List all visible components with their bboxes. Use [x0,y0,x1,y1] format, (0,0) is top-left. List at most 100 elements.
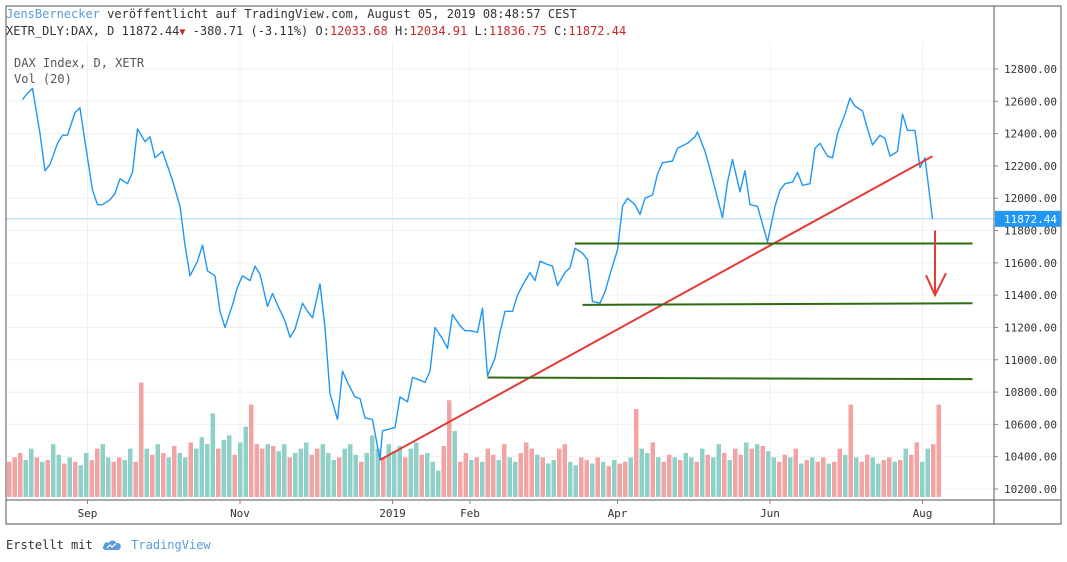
volume-bar [749,448,754,497]
volume-bar [612,460,617,497]
volume-bar [661,461,666,497]
close-value: 11872.44 [568,24,627,38]
volume-bar [551,460,556,497]
volume-bar [436,470,441,497]
volume-bar [106,457,111,497]
volume-bar [84,453,89,497]
volume-bar [832,461,837,497]
volume-bar [760,445,765,497]
y-tick-label: 11400.00 [1004,289,1057,302]
y-tick-label: 12400.00 [1004,128,1057,141]
trend-line [379,155,933,461]
volume-bar [430,461,435,497]
volume-bar [95,448,100,497]
publish-header: JensBernecker veröffentlicht auf Trading… [6,6,577,23]
volume-bar [892,461,897,497]
volume-bar [903,448,908,497]
volume-bar [56,454,61,497]
y-tick-label: 10800.00 [1004,386,1057,399]
volume-bar [557,448,562,497]
volume-bar [579,457,584,497]
last-price-tag [995,210,1061,227]
volume-bar [480,461,485,497]
volume-bar [419,454,424,497]
volume-bar [254,444,259,497]
volume-bar [870,457,875,497]
x-axis: Sep Nov 2019 Feb Apr Jun Aug [78,500,932,520]
volume-bar [804,460,809,497]
volume-bar [238,442,243,497]
volume-bar [172,445,177,497]
volume-bar [474,457,479,497]
volume-bar [601,461,606,497]
y-tick-label: 12600.00 [1004,95,1057,108]
volume-bars [7,382,941,497]
volume-bar [12,457,17,497]
volume-bar [865,454,870,497]
volume-bar [738,454,743,497]
y-tick-label: 11200.00 [1004,321,1057,334]
publish-info: veröffentlicht auf TradingView.com, Augu… [107,7,577,21]
volume-bar [265,444,270,497]
support-line [487,376,973,381]
volume-bar [496,460,501,497]
volume-bar [859,461,864,497]
volume-bar [447,400,452,497]
tradingview-brand-link[interactable]: TradingView [131,538,211,552]
volume-bar [364,453,369,497]
volume-bar [529,448,534,497]
volume-bar [705,454,710,497]
volume-bar [716,444,721,497]
footer-prefix: Erstellt mit [6,538,93,552]
y-tick-label: 11600.00 [1004,257,1057,270]
volume-bar [584,460,589,497]
volume-bar [463,453,468,497]
author-link[interactable]: JensBernecker [6,7,100,21]
volume-bar [221,439,226,497]
x-tick-label: Nov [230,507,250,520]
low-value: 11836.75 [488,24,547,38]
volume-bar [51,444,56,497]
volume-bar [711,457,716,497]
close-label: C: [553,24,569,38]
volume-bar [183,457,188,497]
volume-bar [876,463,881,497]
volume-bar [73,461,78,497]
support-line [582,302,973,306]
volume-bar [227,435,232,497]
volume-bar [111,461,116,497]
volume-bar [210,413,215,497]
volume-bar [722,453,727,497]
volume-bar [34,457,39,497]
volume-bar [936,404,941,497]
volume-bar [491,454,496,497]
volume-bar [524,442,529,497]
y-tick-label: 10600.00 [1004,418,1057,431]
volume-bar [205,444,210,497]
volume-bar [617,463,622,497]
volume-bar [243,426,248,497]
volume-bar [7,461,12,497]
volume-bar [78,465,83,497]
volume-bar [535,454,540,497]
volume-bar [573,465,578,497]
volume-bar [441,445,446,497]
volume-bar [67,457,72,497]
volume-bar [843,454,848,497]
y-axis: 10200.00 10400.00 10600.00 10800.00 11000.00… [994,63,1061,496]
volume-bar [23,460,28,497]
price-line [21,87,934,461]
volume-bar [837,448,842,497]
volume-bar [452,431,457,497]
volume-bar [881,460,886,497]
volume-bar [766,451,771,497]
x-tick-label: Apr [608,507,628,520]
volume-bar [606,466,611,497]
volume-bar [315,448,320,497]
ohlc-bar: XETR_DLY:DAX, D 11872.44▼ -380.71 (-3.11… [6,23,626,41]
volume-bar [683,453,688,497]
volume-bar [854,457,859,497]
high-value: 12034.91 [409,24,468,38]
x-tick-label: Feb [460,507,480,520]
